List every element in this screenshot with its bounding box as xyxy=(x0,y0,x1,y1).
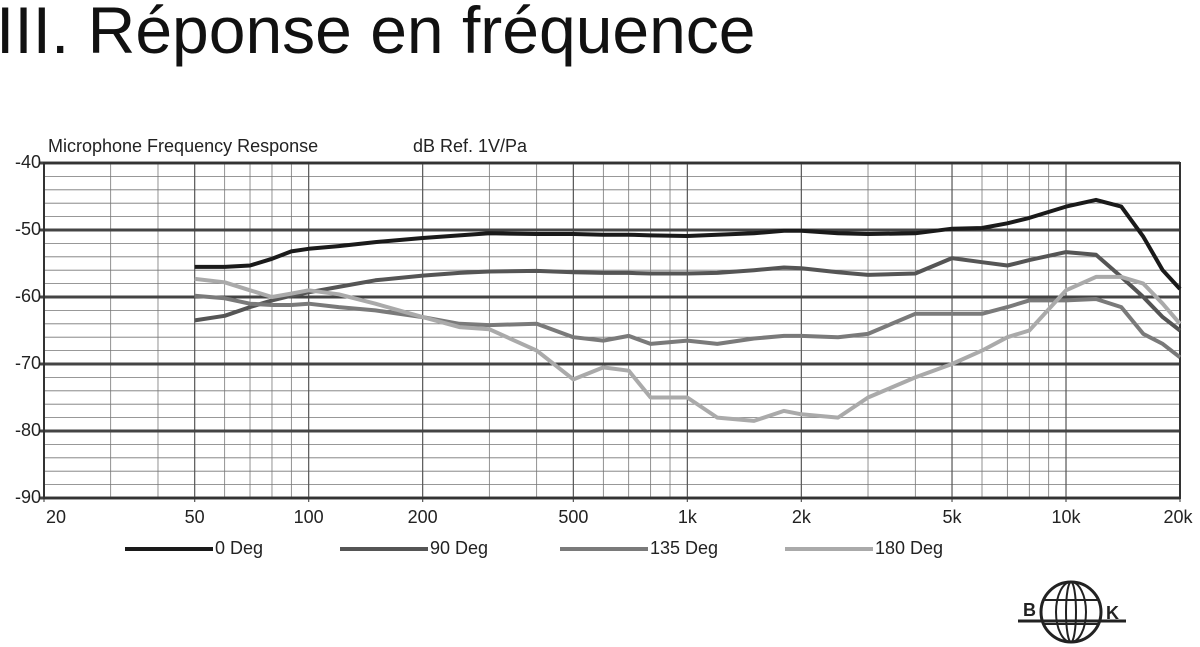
x-tick-label: 100 xyxy=(294,507,324,527)
logo-globe xyxy=(1039,580,1103,644)
logo-meridian xyxy=(1055,581,1087,643)
series-line xyxy=(194,197,1182,291)
logo-meridian xyxy=(1065,581,1077,643)
legend-label: 90 Deg xyxy=(430,538,488,558)
x-tick-label: 10k xyxy=(1051,507,1081,527)
y-tick-label: -50 xyxy=(15,219,41,239)
y-tick-label: -80 xyxy=(15,420,41,440)
legend-label: 180 Deg xyxy=(875,538,943,558)
x-tick-label: 1k xyxy=(678,507,698,527)
legend-label: 0 Deg xyxy=(215,538,263,558)
y-tick-label: -40 xyxy=(15,152,41,172)
chart-title: Microphone Frequency Response xyxy=(48,136,318,156)
y-axis-label: dB Ref. 1V/Pa xyxy=(413,136,528,156)
logo-letter: K xyxy=(1106,603,1119,623)
x-tick-label: 20 xyxy=(46,507,66,527)
x-tick-label: 20k xyxy=(1163,507,1193,527)
x-tick-label: 2k xyxy=(792,507,812,527)
series-line xyxy=(194,274,1182,423)
logo: B K xyxy=(1018,580,1126,644)
x-tick-label: 500 xyxy=(558,507,588,527)
series-line xyxy=(194,293,1182,359)
logo-letter: B xyxy=(1023,600,1036,620)
series-line xyxy=(194,250,1182,333)
y-tick-label: -70 xyxy=(15,353,41,373)
slide-title: III. Réponse en fréquence xyxy=(0,0,756,67)
y-tick-label: -60 xyxy=(15,286,41,306)
y-tick-label: -90 xyxy=(15,487,41,507)
x-tick-label: 200 xyxy=(408,507,438,527)
x-tick-label: 50 xyxy=(185,507,205,527)
x-tick-label: 5k xyxy=(943,507,963,527)
legend-label: 135 Deg xyxy=(650,538,718,558)
plot-frame xyxy=(43,162,1181,499)
